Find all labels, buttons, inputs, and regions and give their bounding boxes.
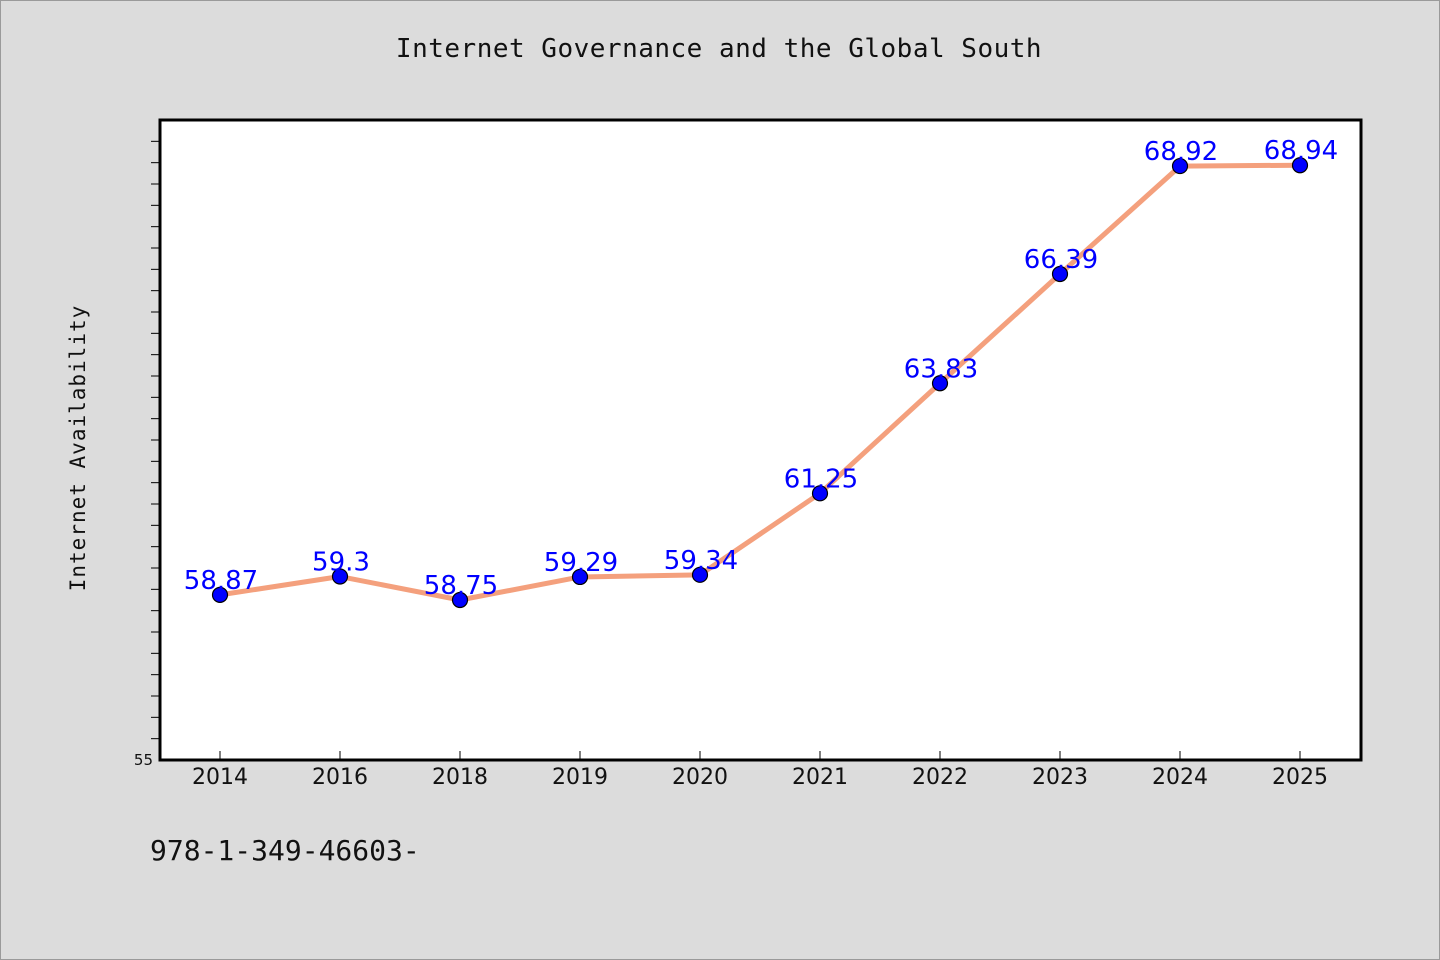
data-point bbox=[1291, 157, 1309, 174]
series-line bbox=[217, 162, 1303, 603]
x-tick-label: 2014 bbox=[192, 765, 248, 790]
data-label: 58.87 bbox=[184, 566, 258, 596]
x-tick-label: 2025 bbox=[1272, 765, 1328, 790]
x-tick-label: 2018 bbox=[432, 765, 488, 790]
x-tick-label: 2019 bbox=[552, 765, 608, 790]
data-point bbox=[691, 566, 709, 583]
data-point bbox=[931, 375, 949, 392]
footer-code: 978-1-349-46603- bbox=[150, 834, 420, 867]
data-label: 59.29 bbox=[544, 548, 618, 578]
x-tick-label: 2020 bbox=[672, 765, 728, 790]
data-point bbox=[331, 568, 349, 585]
x-tick-label: 2016 bbox=[312, 765, 368, 790]
x-tick-label: 2022 bbox=[912, 765, 968, 790]
data-label: 59.34 bbox=[664, 546, 738, 576]
data-point bbox=[811, 485, 829, 502]
x-tick-label: 2024 bbox=[1152, 765, 1208, 790]
data-label: 58.75 bbox=[424, 571, 498, 601]
x-tick-label: 2021 bbox=[792, 765, 848, 790]
data-point bbox=[211, 586, 229, 603]
data-point bbox=[1171, 157, 1189, 175]
data-label: 59.3 bbox=[312, 548, 370, 578]
plot-area bbox=[158, 118, 1363, 762]
data-label: 63.83 bbox=[904, 354, 978, 384]
data-label: 61.25 bbox=[784, 464, 858, 494]
chart-title: Internet Governance and the Global South bbox=[395, 34, 1043, 64]
data-label: 68.92 bbox=[1144, 137, 1218, 167]
data-label: 66.39 bbox=[1024, 245, 1098, 275]
y-tick-label: 55 bbox=[134, 751, 153, 769]
data-point bbox=[1051, 265, 1069, 283]
x-tick-label: 2023 bbox=[1032, 765, 1088, 790]
data-point bbox=[571, 568, 589, 586]
data-label: 68.94 bbox=[1264, 136, 1338, 166]
data-point bbox=[451, 591, 469, 609]
